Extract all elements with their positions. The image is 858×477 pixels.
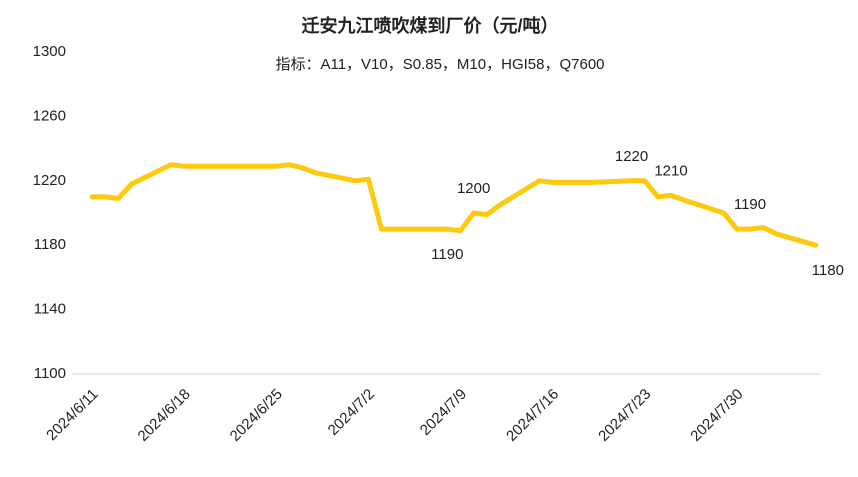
- data-label: 1200: [457, 180, 490, 197]
- data-label: 1220: [615, 148, 648, 165]
- series-line: [89, 162, 819, 248]
- x-tick-label: 2024/6/25: [227, 386, 286, 445]
- y-tick-label: 1260: [33, 107, 66, 124]
- data-label: 1210: [654, 162, 687, 179]
- y-tick-label: 1180: [34, 236, 66, 253]
- data-label: 1190: [431, 246, 463, 263]
- x-tick-label: 2024/7/30: [687, 386, 746, 445]
- x-tick-label: 2024/6/11: [43, 386, 101, 444]
- chart-title: 迁安九江喷吹煤到厂价（元/吨）: [302, 15, 559, 36]
- chart-subtitle: 指标：A11，V10，S0.85，M10，HGI58，Q7600: [275, 56, 604, 73]
- y-tick-label: 1140: [34, 301, 66, 318]
- x-tick-label: 2024/7/2: [325, 386, 378, 439]
- x-tick-label: 2024/6/18: [135, 386, 194, 445]
- x-tick-label: 2024/7/16: [503, 386, 562, 445]
- x-tick-label: 2024/7/9: [417, 386, 470, 439]
- y-tick-label: 1100: [34, 365, 66, 382]
- y-tick-label: 1220: [33, 172, 66, 189]
- y-tick-label: 1300: [33, 43, 66, 60]
- x-tick-label: 2024/7/23: [595, 386, 654, 445]
- data-label: 1190: [734, 196, 766, 213]
- data-label: 1180: [812, 262, 844, 279]
